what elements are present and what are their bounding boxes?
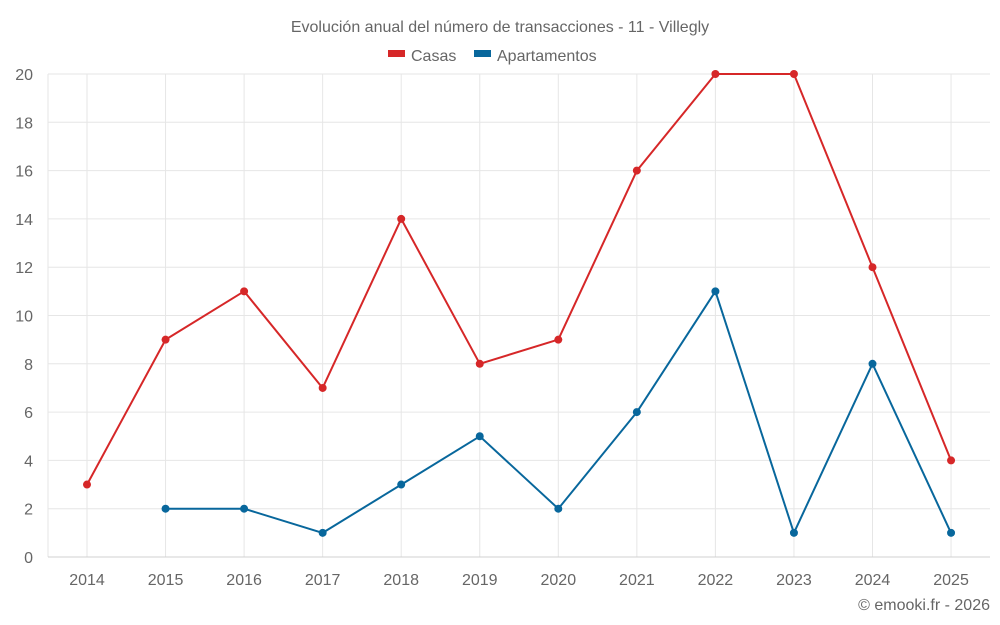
x-tick-label: 2025	[933, 572, 969, 589]
data-point-casas[interactable]	[947, 456, 956, 465]
x-tick-label: 2015	[148, 572, 184, 589]
data-point-apartamentos[interactable]	[789, 528, 798, 537]
legend-label-casas: Casas	[411, 48, 456, 65]
y-axis: 0 2 4 6 8 10 12 14 16 18 20	[15, 67, 49, 567]
data-point-apartamentos[interactable]	[711, 287, 720, 296]
data-point-apartamentos[interactable]	[475, 432, 484, 441]
x-tick-label: 2019	[462, 572, 498, 589]
y-tick-label: 4	[24, 453, 33, 470]
x-tick-label: 2023	[776, 572, 812, 589]
data-point-casas[interactable]	[240, 287, 249, 296]
series	[83, 70, 956, 537]
data-point-apartamentos[interactable]	[554, 504, 563, 513]
data-point-apartamentos[interactable]	[397, 480, 406, 489]
y-tick-label: 8	[24, 357, 33, 374]
y-tick-label: 6	[24, 405, 33, 422]
y-tick-label: 14	[15, 212, 33, 229]
legend-item-casas[interactable]: Casas	[388, 48, 456, 65]
data-point-casas[interactable]	[161, 335, 170, 344]
x-tick-label: 2014	[69, 572, 105, 589]
y-tick-label: 0	[24, 550, 33, 567]
series-line-casas	[86, 73, 952, 486]
legend-item-apartamentos[interactable]: Apartamentos	[474, 48, 597, 65]
data-point-apartamentos[interactable]	[161, 504, 170, 513]
legend-swatch-apartamentos	[474, 50, 491, 57]
legend-swatch-casas	[388, 50, 405, 57]
y-tick-label: 2	[24, 502, 33, 519]
x-axis: 2014 2015 2016 2017 2018 2019 2020 2021 2022 2023…	[48, 556, 990, 589]
x-tick-label: 2021	[619, 572, 655, 589]
y-tick-label: 20	[15, 67, 33, 84]
data-point-casas[interactable]	[632, 166, 641, 175]
data-point-casas[interactable]	[83, 480, 91, 489]
data-point-casas[interactable]	[475, 359, 484, 368]
series-apartamentos	[161, 287, 956, 537]
y-tick-label: 10	[15, 309, 33, 326]
data-point-apartamentos[interactable]	[868, 359, 877, 368]
data-point-casas[interactable]	[318, 383, 327, 392]
data-point-apartamentos[interactable]	[240, 504, 249, 513]
series-casas	[83, 70, 956, 489]
data-point-casas[interactable]	[789, 70, 798, 78]
data-point-apartamentos[interactable]	[947, 528, 956, 537]
x-tick-label: 2017	[305, 572, 341, 589]
x-tick-label: 2020	[541, 572, 577, 589]
data-point-apartamentos[interactable]	[318, 528, 327, 537]
data-point-casas[interactable]	[554, 335, 563, 344]
data-point-casas[interactable]	[711, 70, 720, 78]
y-tick-label: 12	[15, 260, 33, 277]
x-tick-label: 2016	[226, 572, 262, 589]
data-point-casas[interactable]	[397, 214, 406, 223]
y-tick-label: 16	[15, 164, 33, 181]
credit-text: © emooki.fr - 2026	[858, 597, 990, 614]
x-tick-label: 2022	[698, 572, 734, 589]
grid	[48, 73, 990, 557]
x-tick-label: 2024	[855, 572, 891, 589]
legend: Casas Apartamentos	[388, 48, 597, 65]
data-point-apartamentos[interactable]	[632, 408, 641, 417]
data-point-casas[interactable]	[868, 263, 877, 272]
x-tick-label: 2018	[383, 572, 419, 589]
legend-label-apartamentos: Apartamentos	[497, 48, 597, 65]
chart-title: Evolución anual del número de transaccio…	[291, 19, 709, 36]
y-tick-label: 18	[15, 115, 33, 132]
